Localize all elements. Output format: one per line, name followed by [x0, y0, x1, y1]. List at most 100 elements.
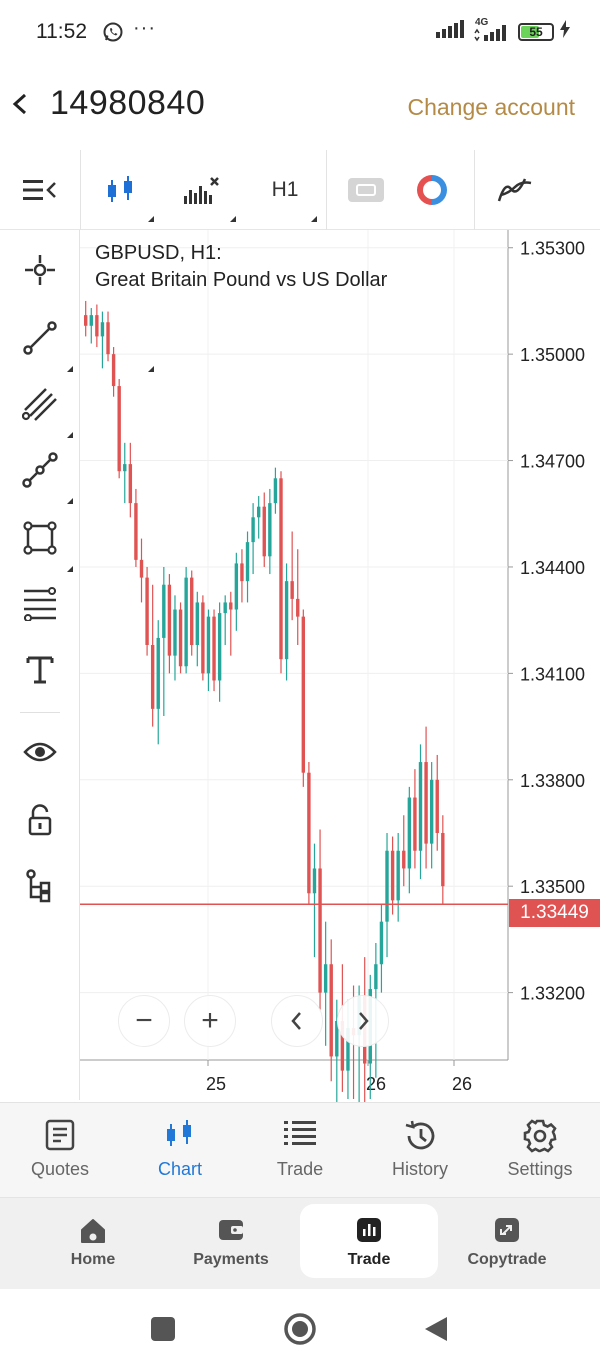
candle-body	[190, 577, 194, 645]
tools-divider	[20, 712, 60, 713]
tab-history[interactable]: History	[360, 1103, 480, 1198]
app-tab-bar: Quotes Chart Trade History Settings	[0, 1102, 600, 1197]
chart-type-corner-2	[148, 216, 154, 222]
trading-central-button[interactable]	[476, 150, 554, 230]
candle-body	[340, 1020, 345, 1071]
zoom-in-button[interactable]: +	[184, 995, 236, 1047]
candle-body	[273, 478, 278, 504]
timeframe-button[interactable]: H1	[245, 150, 325, 230]
candlestick-chart[interactable]: 1.35300 1.35000 1.34700 1.34400 1.34100 1.338…	[80, 230, 600, 1128]
candle-body	[346, 1028, 350, 1071]
parallel-channel-icon	[22, 388, 57, 421]
candle-body	[206, 616, 211, 674]
candle-body	[134, 503, 138, 560]
candle-body	[329, 964, 333, 1057]
tab-settings[interactable]: Settings	[480, 1103, 600, 1198]
one-click-trading-button[interactable]	[328, 150, 404, 230]
candle-body	[290, 581, 294, 599]
tool-corner	[67, 566, 73, 572]
scroll-right-button[interactable]	[337, 995, 389, 1047]
status-bar: 11:52 ··· 4G 55	[0, 0, 600, 66]
home-system-button[interactable]	[282, 1311, 318, 1347]
collapse-menu-icon	[23, 180, 56, 200]
candle-body	[318, 868, 322, 993]
zoom-out-button[interactable]: −	[118, 995, 170, 1047]
trend-lines-icon	[497, 178, 532, 202]
candle-body	[111, 354, 116, 387]
tab-chart[interactable]: Chart	[120, 1103, 240, 1198]
chart-symbol-timeframe: GBPUSD, H1:	[95, 242, 222, 264]
candle-body	[162, 584, 166, 638]
text-icon	[26, 656, 54, 684]
candle-body	[145, 577, 149, 645]
price-tick-label: 1.34100	[520, 664, 585, 684]
indicators-corner	[230, 216, 236, 222]
tab-quotes-label: Quotes	[30, 1159, 90, 1179]
object-tree-tool[interactable]	[18, 864, 62, 908]
nav-trade-label: Trade	[347, 1251, 391, 1268]
tab-trade-label: Trade	[276, 1159, 324, 1179]
chart-symbol-description: Great Britain Pound vs US Dollar	[95, 269, 388, 291]
price-tick-label: 1.34700	[520, 452, 585, 472]
text-tool[interactable]	[18, 648, 62, 692]
chart-toolbar: H1	[0, 150, 600, 372]
change-account-link[interactable]: Change account	[407, 94, 575, 120]
crosshair-icon	[25, 255, 55, 285]
copytrade-icon	[495, 1218, 519, 1242]
indicators-icon	[184, 177, 219, 204]
polyline-tool[interactable]	[18, 448, 62, 492]
charging-icon	[560, 20, 570, 43]
tool-corner	[67, 366, 73, 372]
channel-tool[interactable]	[18, 382, 62, 426]
scroll-left-button[interactable]	[271, 995, 323, 1047]
candle-body	[296, 598, 300, 617]
candle-body	[100, 322, 105, 337]
status-time: 11:52	[36, 20, 87, 43]
back-button[interactable]	[8, 86, 34, 122]
back-system-button[interactable]	[418, 1311, 454, 1347]
nav-payments[interactable]: Payments	[162, 1204, 300, 1278]
trend-line-tool[interactable]	[18, 316, 62, 360]
candle-body	[234, 563, 239, 610]
nav-payments-label: Payments	[193, 1251, 269, 1268]
whatsapp-icon	[102, 21, 124, 48]
gear-icon	[523, 1119, 557, 1153]
candle-body	[413, 797, 417, 851]
price-chart[interactable]: 1.35300 1.35000 1.34700 1.34400 1.34100 1.338…	[80, 230, 600, 1128]
timeframe-corner	[311, 216, 317, 222]
tools-menu-button[interactable]	[0, 150, 80, 230]
line-icon	[23, 321, 57, 355]
tab-trade[interactable]: Trade	[240, 1103, 360, 1198]
candle-body	[95, 315, 99, 337]
object-tree-icon	[26, 869, 51, 903]
quotes-icon	[45, 1119, 75, 1151]
candle-body	[106, 322, 110, 355]
time-tick-label: 26	[452, 1074, 472, 1094]
triangle-back-icon	[425, 1317, 447, 1341]
candle-body	[396, 850, 400, 901]
square-icon	[151, 1317, 175, 1341]
candle-body	[245, 542, 250, 582]
more-notifications-icon: ···	[133, 17, 156, 39]
indicators-button[interactable]	[162, 150, 242, 230]
lock-toggle[interactable]	[18, 798, 62, 842]
candle-body	[195, 602, 199, 645]
candle-body	[284, 581, 289, 660]
eye-icon	[23, 742, 57, 762]
visibility-toggle[interactable]	[18, 730, 62, 774]
chevron-left-icon	[12, 93, 27, 115]
crosshair-tool[interactable]	[18, 248, 62, 292]
trade-chart-icon	[357, 1218, 381, 1242]
nav-trade[interactable]: Trade	[300, 1204, 438, 1278]
shape-tool[interactable]	[18, 516, 62, 560]
recent-apps-button[interactable]	[145, 1311, 181, 1347]
battery-icon: 55	[518, 22, 554, 41]
price-tick-label: 1.35000	[520, 345, 585, 365]
trading-signals-button[interactable]	[396, 150, 468, 230]
nav-copytrade[interactable]: Copytrade	[438, 1204, 576, 1278]
candle-body	[307, 772, 311, 894]
tab-quotes[interactable]: Quotes	[0, 1103, 120, 1198]
fibonacci-tool[interactable]	[18, 582, 62, 626]
chart-type-button[interactable]	[82, 150, 160, 230]
nav-home[interactable]: Home	[24, 1204, 162, 1278]
